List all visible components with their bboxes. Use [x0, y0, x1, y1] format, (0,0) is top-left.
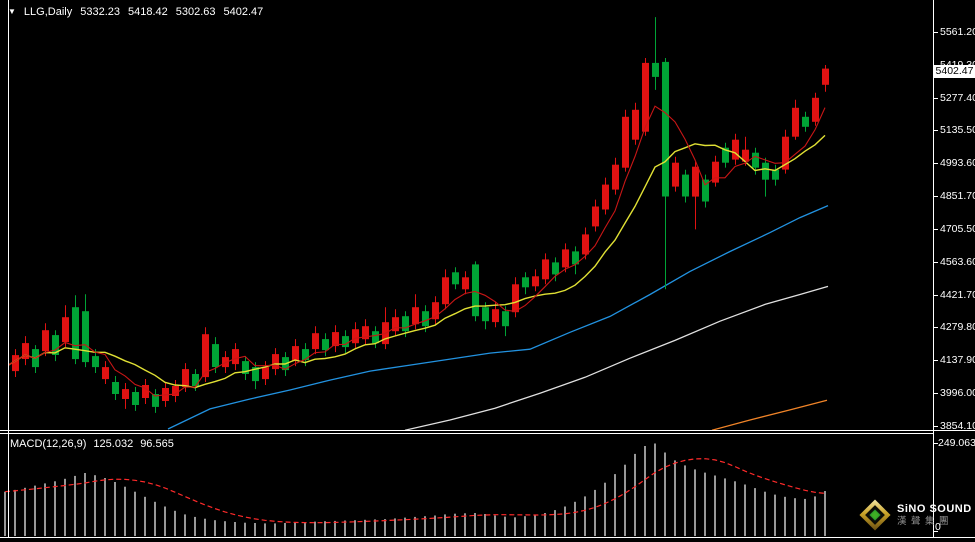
price-tick-label: 4421.70 — [940, 289, 975, 301]
price-tick-label: 3854.10 — [940, 420, 975, 432]
price-tick-label: 5135.50 — [940, 124, 975, 136]
broker-logo: SiNO SOUND 漢聲集團 — [859, 499, 972, 531]
broker-logo-diamond-icon — [859, 499, 891, 531]
current-price-label: 5402.47 — [934, 65, 975, 78]
ohlc-open-value: 5332.23 — [80, 6, 120, 18]
ohlc-low-value: 5302.63 — [175, 6, 216, 18]
broker-logo-subtitle: 漢聲集團 — [897, 516, 954, 527]
macd-signal-value: 96.565 — [140, 438, 174, 450]
price-tick-label: 5561.20 — [940, 26, 975, 38]
price-tick-label: 5277.40 — [940, 92, 975, 104]
macd-main-value: 125.032 — [93, 438, 134, 450]
macd-name-label: MACD(12,26,9) — [10, 438, 87, 450]
macd-scale-max-label: 249.063 — [938, 437, 975, 449]
price-tick-label: 4279.80 — [940, 321, 975, 333]
price-tick-label: 3996.00 — [940, 387, 975, 399]
macd-scale-zero-label: 0 — [935, 521, 941, 533]
symbol-period-label: LLG,Daily — [23, 6, 73, 18]
broker-logo-title: SiNO SOUND — [897, 503, 972, 515]
price-tick-label: 4993.60 — [940, 157, 975, 169]
symbol-dropdown-icon[interactable]: ▼ — [8, 7, 16, 16]
price-axis[interactable]: 5561.205419.305277.405135.504993.604851.… — [933, 0, 975, 538]
chart-header: ▼ LLG,Daily 5332.23 5418.42 5302.63 5402… — [8, 5, 263, 19]
price-tick-label: 4851.70 — [940, 190, 975, 202]
macd-indicator-label: MACD(12,26,9) 125.032 96.565 — [10, 438, 174, 450]
ohlc-high-value: 5418.42 — [127, 6, 168, 18]
price-tick-label: 4563.60 — [940, 256, 975, 268]
ohlc-close-value: 5402.47 — [223, 6, 264, 18]
price-tick-label: 4705.50 — [940, 223, 975, 235]
price-tick-label: 4137.90 — [940, 354, 975, 366]
